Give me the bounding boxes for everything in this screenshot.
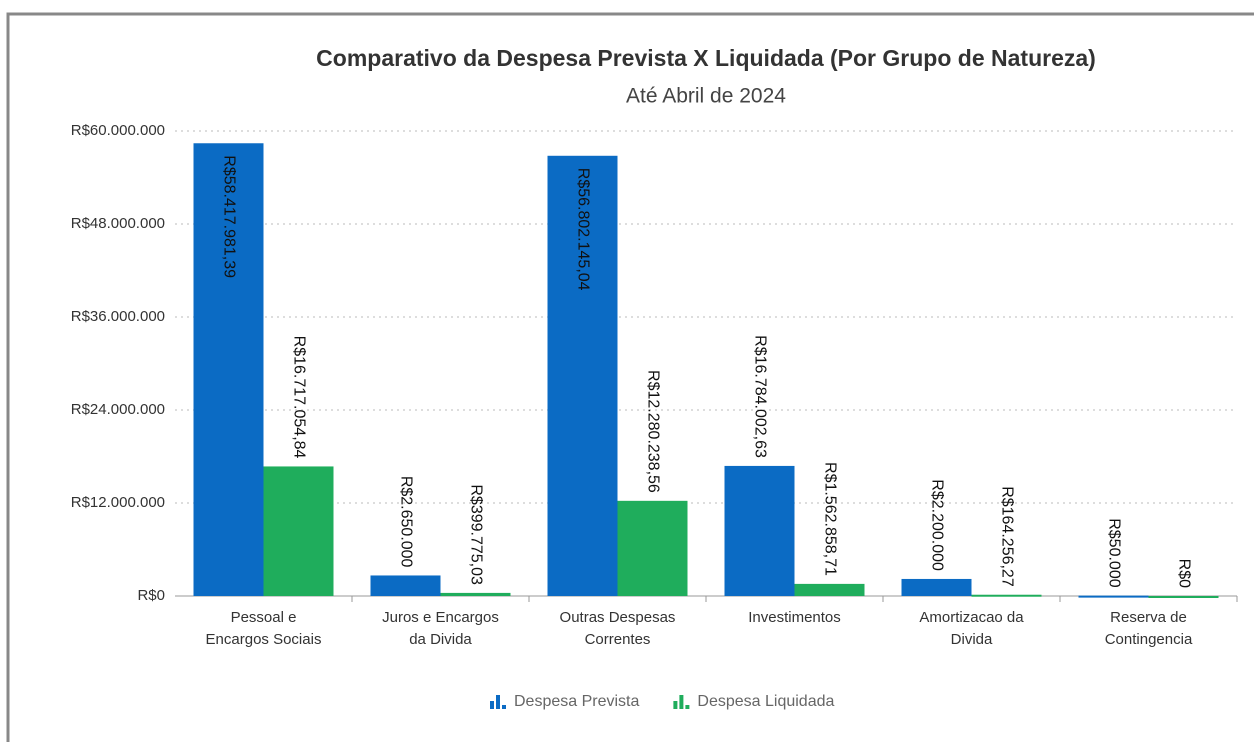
x-tick-label: Encargos Sociais (206, 631, 322, 648)
chart-title: Comparativo da Despesa Prevista X Liquid… (316, 45, 1096, 71)
x-tick-label: Juros e Encargos (382, 609, 499, 626)
value-label: R$12.280.238,56 (644, 370, 661, 493)
bar (971, 594, 1042, 597)
x-tick-label: Correntes (585, 631, 651, 648)
value-label: R$58.417.981,39 (220, 155, 237, 278)
y-tick-label: R$24.000.000 (71, 401, 165, 418)
value-label: R$56.802.145,04 (574, 168, 591, 291)
legend-icon (673, 701, 678, 709)
legend-icon (502, 705, 506, 709)
value-label: R$16.717.054,84 (290, 336, 307, 459)
y-tick-label: R$12.000.000 (71, 494, 165, 511)
y-tick-label: R$0 (137, 587, 165, 604)
legend-icon (496, 695, 500, 709)
legend-icon (679, 695, 684, 709)
value-label: R$0 (1175, 559, 1192, 588)
bar (263, 466, 334, 596)
x-tick-label: Investimentos (748, 609, 841, 626)
legend-item: Despesa Prevista (490, 693, 639, 710)
bar (547, 155, 618, 596)
legend-label: Despesa Prevista (514, 693, 639, 710)
y-tick-label: R$36.000.000 (71, 308, 165, 325)
bar (440, 592, 511, 596)
bar (370, 575, 441, 596)
frame (6, 12, 1254, 742)
x-tick-label: Outras Despesas (560, 609, 676, 626)
x-tick-label: Divida (951, 631, 993, 648)
value-label: R$1.562.858,71 (821, 462, 838, 576)
value-label: R$50.000 (1105, 518, 1122, 587)
legend-label: Despesa Liquidada (697, 693, 834, 710)
legend-item: Despesa Liquidada (673, 693, 834, 710)
x-tick-label: Reserva de (1110, 609, 1187, 626)
x-tick-label: Pessoal e (231, 609, 297, 626)
bar (617, 500, 688, 596)
y-tick-label: R$60.000.000 (71, 122, 165, 139)
legend-icon (490, 701, 494, 709)
bar (1148, 596, 1219, 598)
bar (1078, 595, 1149, 598)
bar (901, 578, 972, 596)
value-label: R$399.775,03 (467, 484, 484, 585)
value-label: R$164.256,27 (998, 486, 1015, 587)
value-label: R$2.650.000 (397, 476, 414, 568)
bar (794, 583, 865, 596)
bar (193, 143, 264, 596)
value-label: R$16.784.002,63 (751, 335, 768, 458)
x-tick-label: Amortizacao da (919, 609, 1024, 626)
y-tick-label: R$48.000.000 (71, 215, 165, 232)
value-label: R$2.200.000 (928, 479, 945, 571)
bar (724, 465, 795, 596)
x-tick-label: da Divida (409, 631, 472, 648)
legend-icon (685, 705, 690, 709)
x-tick-label: Contingencia (1105, 631, 1193, 648)
chart-subtitle: Até Abril de 2024 (626, 85, 786, 108)
